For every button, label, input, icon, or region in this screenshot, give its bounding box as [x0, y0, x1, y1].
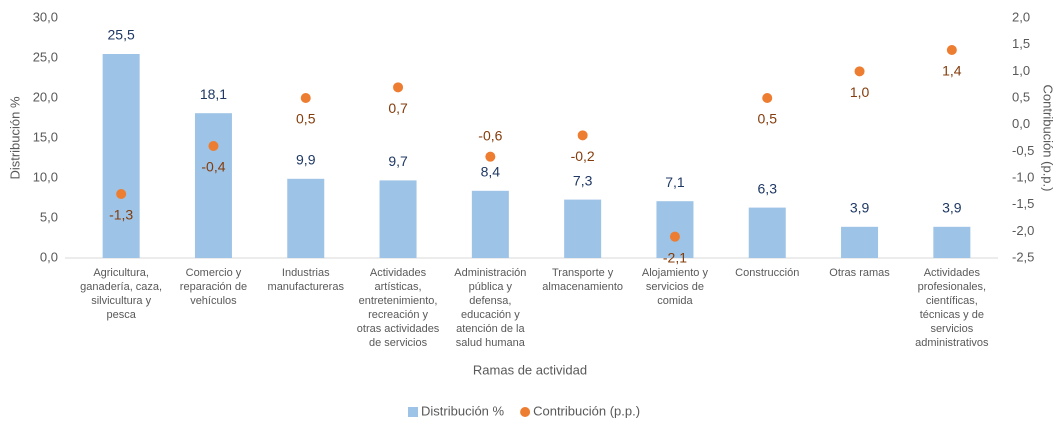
x-tick-label: Alojamiento y servicios de comida	[641, 267, 708, 307]
bar	[656, 201, 694, 258]
bar-value-label: 3,9	[942, 200, 962, 216]
dot-value-label: 1,0	[850, 84, 870, 100]
dot	[300, 93, 311, 103]
bar-value-label: 9,7	[388, 153, 408, 169]
legend-label: Contribución (p.p.)	[533, 403, 640, 418]
x-tick-label: Industrias manufactureras	[267, 267, 344, 293]
x-tick-label: Administración pública y defensa, educac…	[454, 267, 527, 349]
y-tick-label: 20,0	[33, 89, 58, 104]
bar-value-label: 18,1	[200, 86, 227, 102]
bar-value-label: 9,9	[296, 152, 316, 168]
y-axis-title: Distribución %	[7, 96, 22, 180]
dot	[946, 45, 957, 55]
bar-value-label: 3,9	[850, 200, 870, 216]
y2-tick-label: -0,5	[1012, 143, 1034, 158]
dot	[762, 93, 773, 103]
x-tick-label: Comercio y reparación de vehículos	[179, 267, 248, 307]
dot-value-label: -0,6	[478, 127, 502, 143]
dot-value-label: -0,4	[201, 159, 225, 175]
y-tick-label: 5,0	[40, 209, 58, 224]
bar-value-label: 7,1	[665, 174, 685, 190]
bar	[379, 180, 417, 258]
dot	[669, 231, 680, 242]
dot-value-label: 0,7	[388, 100, 408, 116]
dot	[393, 82, 404, 93]
dot	[116, 189, 127, 199]
y-tick-label: 10,0	[33, 169, 58, 184]
bar	[748, 207, 786, 258]
bar	[933, 226, 971, 258]
y-tick-label: 0,0	[40, 249, 58, 264]
y2-tick-label: 1,5	[1012, 36, 1030, 51]
y2-tick-label: -2,5	[1012, 249, 1034, 264]
dot	[485, 151, 496, 162]
bar-value-label: 8,4	[481, 164, 501, 180]
y-tick-label: 25,0	[33, 49, 58, 64]
bar	[564, 199, 602, 258]
dot	[577, 130, 588, 141]
x-axis-title: Ramas de actividad	[473, 362, 587, 377]
y2-tick-label: 0,0	[1012, 116, 1030, 131]
dot	[854, 66, 865, 77]
bar	[841, 226, 879, 258]
legend-swatch	[408, 407, 418, 417]
dot-value-label: -1,3	[109, 207, 133, 223]
dot-value-label: 1,4	[942, 63, 962, 79]
y2-tick-label: 2,0	[1012, 9, 1030, 24]
bar	[102, 54, 140, 258]
x-tick-label: Transporte y almacenamiento	[542, 267, 623, 293]
dot-value-label: 0,5	[758, 111, 778, 127]
bar-value-label: 6,3	[758, 180, 778, 196]
x-tick-label: Agricultura, ganadería, caza, silvicultu…	[80, 267, 163, 321]
x-tick-label: Construcción	[735, 267, 800, 279]
bar-value-label: 25,5	[108, 27, 135, 43]
bar	[471, 190, 509, 258]
dot-value-label: 0,5	[296, 111, 316, 127]
y-tick-label: 15,0	[33, 129, 58, 144]
bar	[287, 178, 325, 258]
bar	[194, 113, 232, 258]
y2-tick-label: -2,0	[1012, 223, 1034, 238]
dot-value-label: -2,1	[663, 249, 687, 265]
y2-tick-label: -1,5	[1012, 196, 1034, 211]
x-tick-label: Actividades artísticas, entretenimiento,…	[356, 267, 440, 349]
dot-value-label: -0,2	[571, 148, 595, 164]
x-tick-label: Otras ramas	[829, 267, 890, 279]
y2-tick-label: 0,5	[1012, 89, 1030, 104]
y-tick-label: 30,0	[33, 9, 58, 24]
dot	[208, 141, 219, 151]
x-tick-label: Actividades profesionales, científicas, …	[915, 267, 989, 349]
y2-tick-label: 1,0	[1012, 63, 1030, 78]
y2-axis-title: Contribución (p.p.)	[1041, 85, 1056, 192]
legend-label: Distribución %	[421, 403, 505, 418]
y2-tick-label: -1,0	[1012, 169, 1034, 184]
bar-value-label: 7,3	[573, 172, 593, 188]
legend-swatch	[520, 407, 531, 417]
